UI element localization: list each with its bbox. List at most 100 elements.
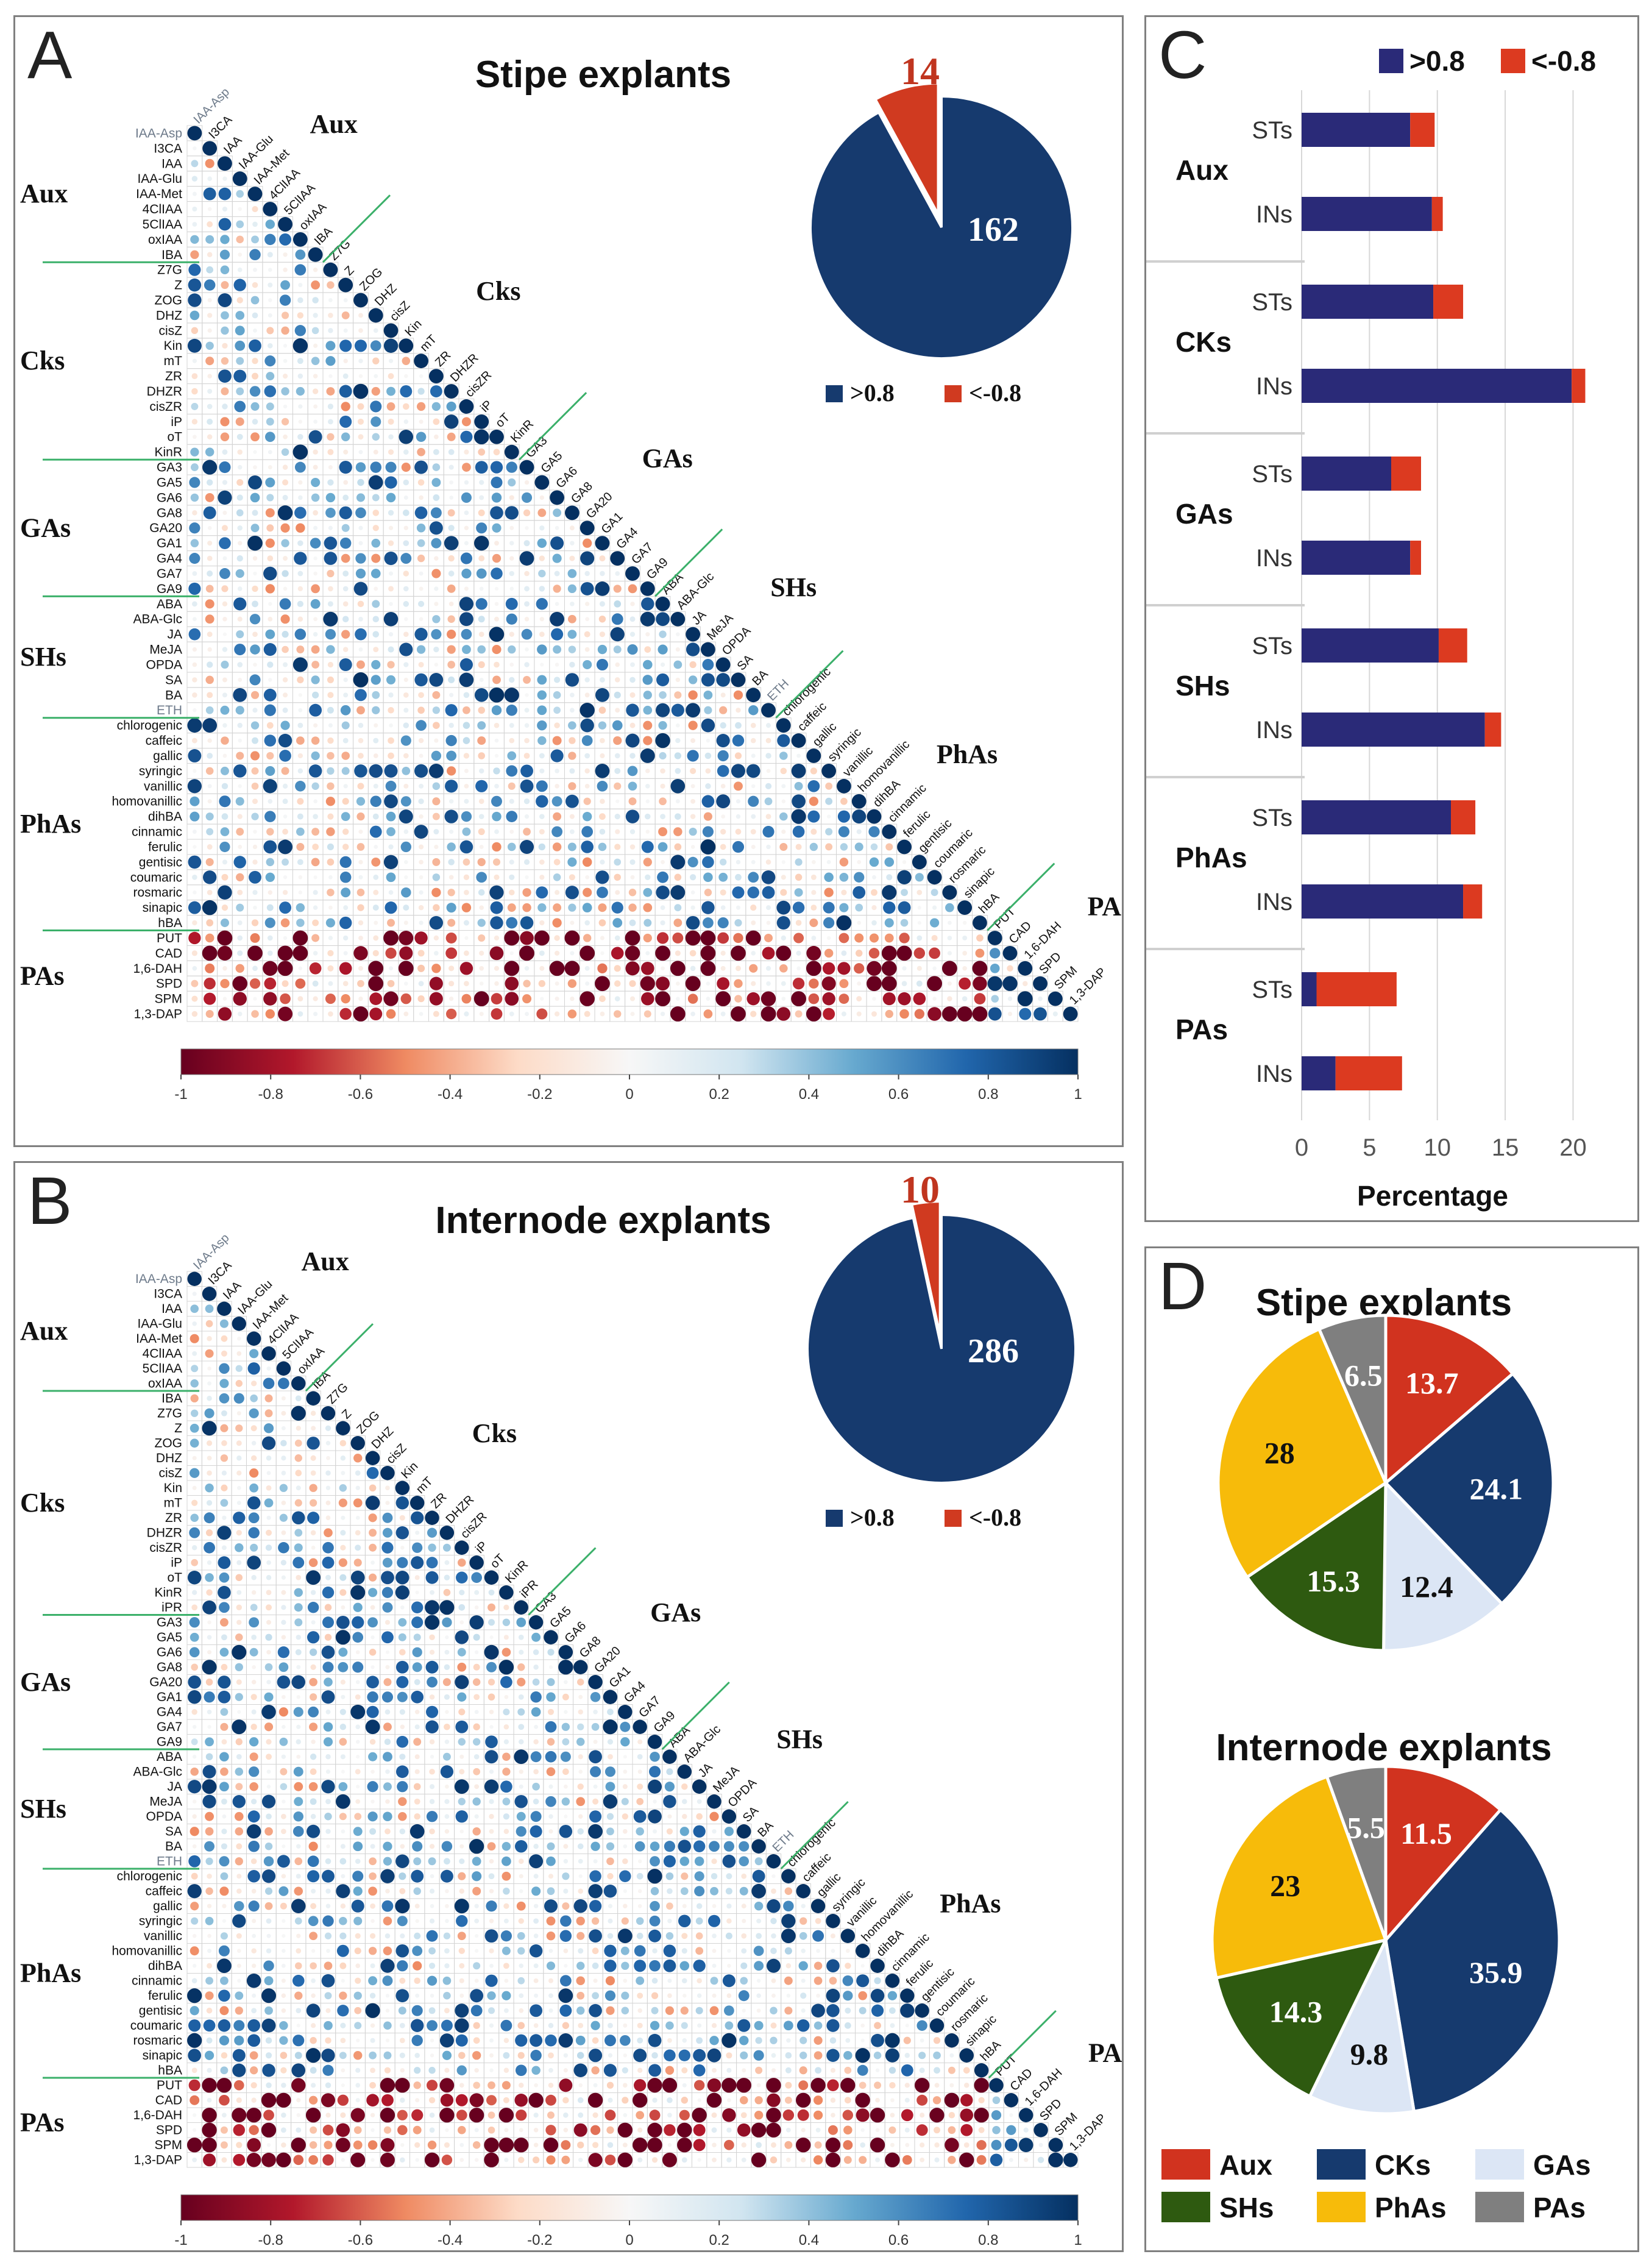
row-label: oxIAA [148,233,182,247]
correlation-cell [754,1902,764,1911]
correlation-cell [366,1676,379,1689]
correlation-cell [649,1915,661,1927]
correlation-cell [252,1665,256,1669]
correlation-cell [957,1006,973,1022]
correlation-cell [247,1810,260,1823]
correlation-cell [619,1870,631,1882]
correlation-cell [202,1600,216,1615]
correlation-cell [756,1993,761,1999]
correlation-cell [250,644,260,655]
correlation-cell [553,812,562,821]
correlation-cell [807,810,820,823]
correlation-cell [637,2067,643,2073]
correlation-cell [206,1589,213,1596]
correlation-cell [576,1991,585,2000]
correlation-cell [296,1933,301,1938]
correlation-cell [489,2023,494,2028]
correlation-cell [489,885,504,900]
correlation-cell [455,1630,469,1644]
correlation-cell [524,480,530,485]
diagonal-cell [912,855,927,870]
correlation-cell [187,718,202,733]
correlation-cell [614,782,622,790]
group-labels: AuxAuxCksCksGAsGAsSHsSHsPhAsPhAsPAsPAs [20,1246,1132,2138]
correlation-cell [428,2007,436,2014]
correlation-cell [419,495,424,500]
correlation-cell [193,146,197,151]
bar-row-label: STs [1252,976,1292,1003]
correlation-cell [370,461,381,473]
correlation-cell [707,2078,721,2092]
correlation-cell [403,586,409,592]
row-label: GA8 [157,506,182,520]
correlation-cell [675,738,681,744]
correlation-cell [291,1406,306,1421]
correlation-cell [205,812,214,821]
correlation-cell [343,298,348,302]
correlation-cell [916,965,922,971]
correlation-cell [947,996,952,1001]
correlation-cell [308,1916,319,1927]
correlation-cell [916,935,923,941]
correlation-cell [442,1543,451,1552]
correlation-cell [267,252,273,258]
correlation-cell [1023,981,1028,986]
row-label: dihBA [148,1959,182,1973]
correlation-cell [233,2153,246,2166]
correlation-cell [478,768,484,774]
correlation-cell [353,1841,363,1852]
correlation-cell [695,2006,703,2014]
correlation-cell [388,418,394,425]
row-label: SPM [154,992,182,1006]
correlation-cell [431,478,441,487]
correlation-cell [720,905,726,910]
correlation-cell [221,357,229,365]
correlation-cell [508,478,516,487]
correlation-cell [592,1992,599,2000]
correlation-cell [202,900,218,915]
correlation-cell [509,738,515,744]
correlation-cell [313,510,319,516]
correlation-cell [606,2126,614,2134]
correlation-cell [751,784,756,789]
correlation-cell [459,658,473,672]
correlation-cell [931,889,938,897]
correlation-cell [385,1650,389,1654]
correlation-cell [370,1560,375,1565]
colorbar-ticks: -1 -0.8 -0.6 -0.4 -0.2 0 0.2 0.4 0.6 0.8 1 [174,1075,1082,1103]
correlation-cell [523,828,531,836]
correlation-cell [325,356,336,366]
correlation-cell [383,611,399,627]
correlation-cell [486,2095,497,2106]
correlation-cell [297,859,303,865]
correlation-cell [885,843,893,851]
correlation-cell [578,2083,583,2088]
correlation-cell [740,1962,748,1969]
correlation-cell [232,1644,247,1660]
correlation-cell [388,890,394,895]
row-label: DHZR [147,385,182,399]
correlation-cell [633,2138,648,2153]
correlation-cell [266,418,274,426]
row-label: 5ClIAA [143,1362,182,1376]
correlation-cell [221,1410,227,1416]
correlation-cell [589,1929,602,1943]
correlation-cell [282,1934,286,1938]
diagonal-cell [761,703,776,718]
diagonal-cell [321,1406,336,1421]
correlation-cell [475,461,488,474]
correlation-cell [595,976,610,992]
correlation-cell [340,1530,346,1536]
correlation-cell [678,1839,692,1854]
correlation-cell [311,1978,316,1983]
correlation-cell [701,718,715,733]
correlation-cell [717,750,729,762]
diagonal-label: Z [339,1407,354,1421]
correlation-cell [192,692,197,698]
diagonal-label: ZR [428,1490,449,1511]
correlation-cell [607,1873,614,1880]
correlation-cell [205,1737,214,1747]
correlation-cell [838,826,850,837]
correlation-cell [690,845,695,849]
correlation-cell [573,2123,587,2137]
